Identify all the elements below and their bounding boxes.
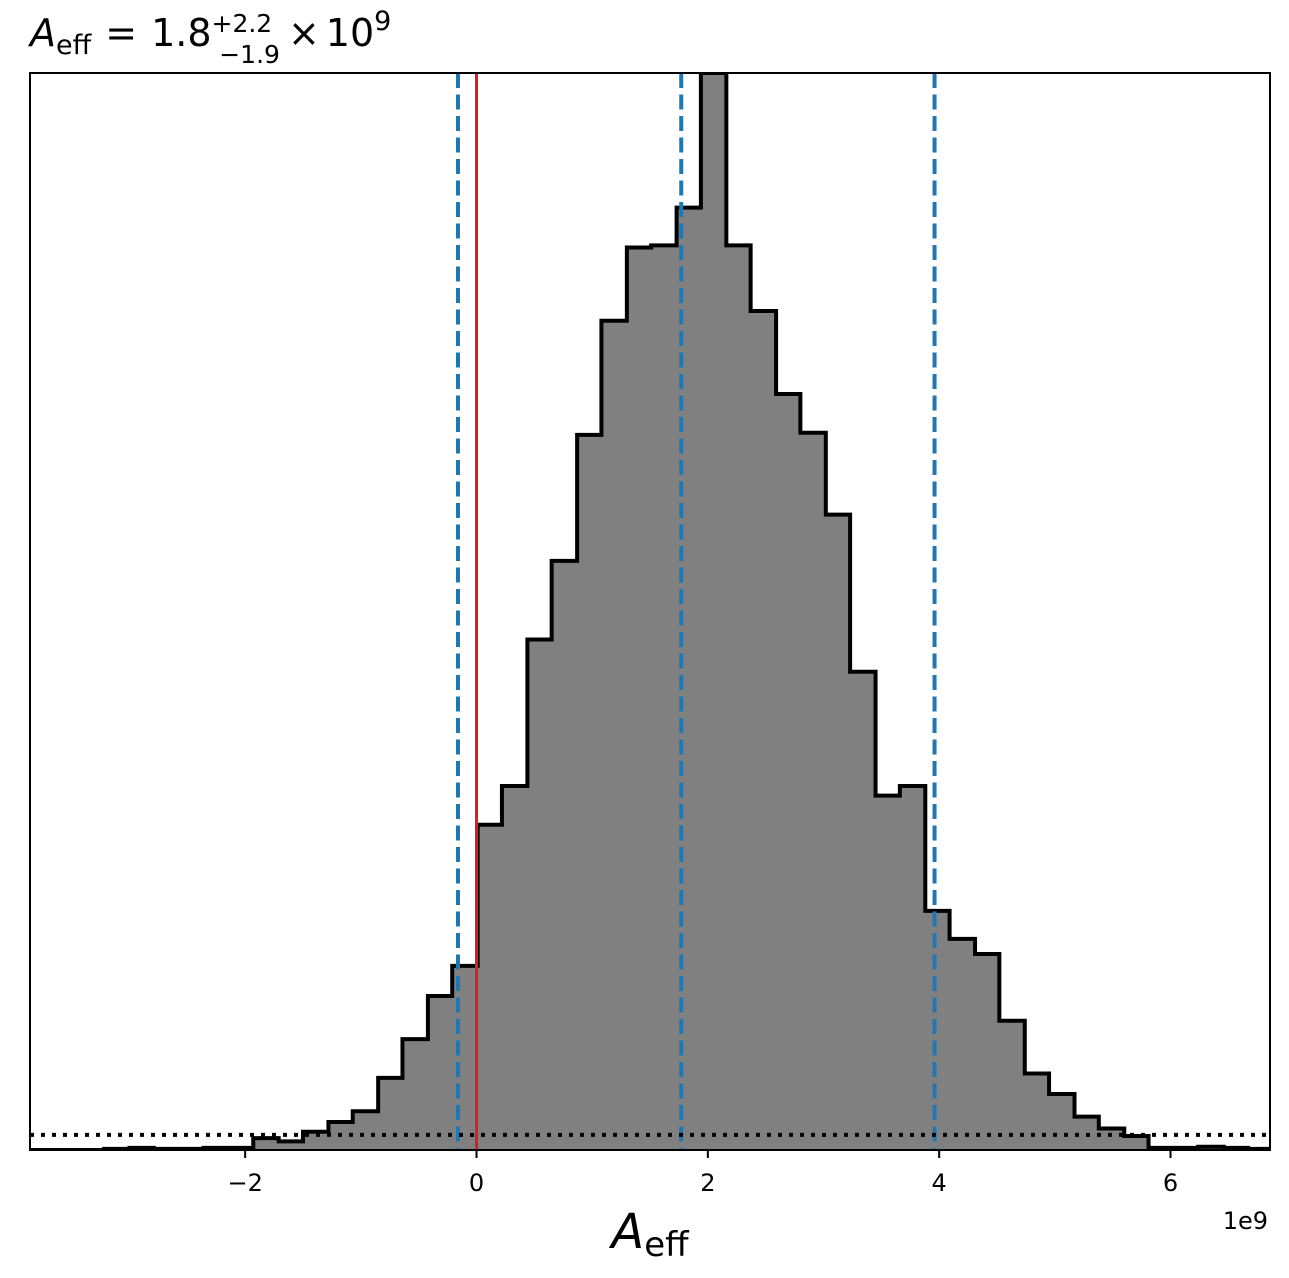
x-axis-ticks: −2 0 2 4 6	[227, 1150, 1178, 1197]
x-tick-label: 0	[469, 1169, 484, 1197]
x-axis-offset-text: 1e9	[1223, 1207, 1268, 1235]
title-value: 1.8	[151, 11, 211, 55]
histogram-bar	[551, 560, 578, 1150]
histogram-bar	[875, 795, 901, 1150]
histogram-bar	[999, 1020, 1026, 1150]
histogram-bar	[1124, 1135, 1150, 1150]
histogram-bar	[750, 311, 777, 1150]
histogram-bar	[776, 393, 801, 1150]
histogram-bar	[800, 432, 827, 1150]
histogram-bar	[601, 320, 628, 1150]
title-times: ×	[288, 11, 320, 55]
histogram-bar	[949, 938, 976, 1150]
histogram-bar	[850, 671, 877, 1150]
histogram-bar	[302, 1131, 330, 1150]
axes-frame	[29, 72, 1271, 1151]
x-tick-label: 4	[932, 1169, 947, 1197]
x-tick-label: 6	[1163, 1169, 1178, 1197]
title-equals: =	[105, 11, 137, 55]
histogram-bar	[253, 1138, 280, 1150]
histogram-bar	[501, 785, 528, 1150]
histogram-bar	[378, 1077, 404, 1150]
histogram-bar	[477, 824, 503, 1150]
histogram-bar	[975, 953, 1000, 1150]
histogram-bar	[352, 1111, 379, 1150]
histogram-bar	[1049, 1093, 1076, 1150]
chart-title: Aeff = 1.8+2.2 −1.9 × 109	[27, 6, 391, 69]
histogram-bar	[726, 245, 752, 1150]
histogram-bar	[651, 245, 678, 1150]
histogram-bar	[402, 1039, 429, 1150]
title-upper-error: +2.2	[212, 9, 273, 38]
histogram-bar	[825, 514, 851, 1150]
x-tick-label: 2	[700, 1169, 715, 1197]
xlabel-symbol: A	[608, 1204, 644, 1260]
reference-lines	[455, 73, 937, 1150]
x-tick-label: −2	[227, 1169, 262, 1197]
histogram-bars	[104, 73, 1270, 1150]
title-symbol-subscript: eff	[56, 30, 93, 61]
histogram-bar	[1024, 1073, 1050, 1150]
histogram-outline	[30, 73, 1270, 1150]
histogram-bar	[427, 995, 453, 1150]
title-base: 10	[326, 11, 374, 55]
histogram-bar	[899, 785, 926, 1150]
xlabel-symbol-subscript: eff	[644, 1225, 690, 1265]
histogram-bar	[700, 73, 727, 1150]
plot-area	[30, 73, 1270, 1150]
histogram-bar	[626, 247, 652, 1150]
histogram-bar	[452, 965, 479, 1150]
title-exponent: 9	[374, 6, 391, 37]
histogram-bar	[278, 1141, 304, 1150]
histogram-bar	[527, 639, 553, 1150]
title-lower-error: −1.9	[219, 40, 280, 69]
title-symbol: A	[27, 11, 56, 55]
histogram-bar	[1098, 1128, 1125, 1150]
histogram-bar	[577, 434, 603, 1150]
histogram-bar	[925, 910, 951, 1150]
x-axis-label: Aeff	[608, 1204, 690, 1265]
